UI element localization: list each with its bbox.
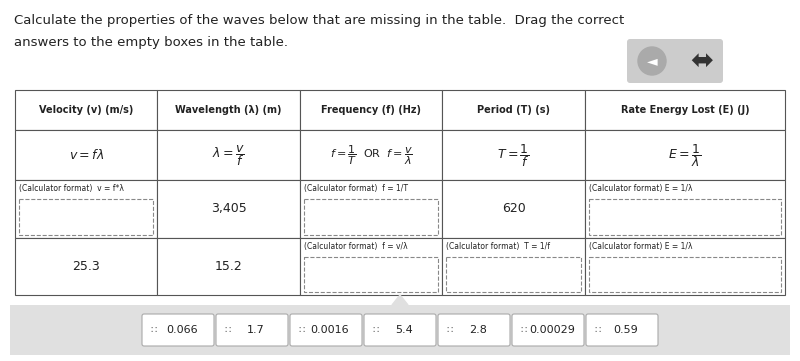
Bar	[589, 257, 781, 292]
Text: (Calculator format)  f = v/λ: (Calculator format) f = v/λ	[304, 242, 407, 251]
Text: Calculate the properties of the waves below that are missing in the table.  Drag: Calculate the properties of the waves be…	[14, 14, 624, 27]
Bar	[585, 238, 785, 295]
Text: ∷: ∷	[298, 325, 304, 335]
Text: 620: 620	[502, 203, 526, 216]
Text: ∷: ∷	[150, 325, 156, 335]
Text: $f = \dfrac{1}{T}$  OR  $f = \dfrac{v}{\lambda}$: $f = \dfrac{1}{T}$ OR $f = \dfrac{v}{\la…	[330, 143, 413, 167]
Bar	[589, 199, 781, 235]
Text: (Calculator format)  f = 1/T: (Calculator format) f = 1/T	[304, 184, 408, 193]
Text: (Calculator format) E = 1/λ: (Calculator format) E = 1/λ	[589, 184, 692, 193]
Text: ∷: ∷	[446, 325, 452, 335]
Circle shape	[638, 47, 666, 75]
Bar	[446, 257, 581, 292]
Bar	[300, 90, 442, 130]
Bar	[158, 90, 300, 130]
Text: 0.59: 0.59	[614, 325, 638, 335]
Text: Rate Energy Lost (E) (J): Rate Energy Lost (E) (J)	[621, 105, 750, 115]
Bar	[158, 130, 300, 180]
Text: Frequency (f) (Hz): Frequency (f) (Hz)	[321, 105, 421, 115]
Text: (Calculator format) E = 1/λ: (Calculator format) E = 1/λ	[589, 242, 692, 251]
Text: (Calculator format)  v = f*λ: (Calculator format) v = f*λ	[19, 184, 124, 193]
Bar	[158, 180, 300, 238]
FancyBboxPatch shape	[438, 314, 510, 346]
Text: Period (T) (s): Period (T) (s)	[477, 105, 550, 115]
Text: 0.066: 0.066	[166, 325, 198, 335]
Text: Wavelength (λ) (m): Wavelength (λ) (m)	[175, 105, 282, 115]
Text: 3,405: 3,405	[210, 203, 246, 216]
Bar	[15, 238, 158, 295]
Text: 1.7: 1.7	[247, 325, 265, 335]
Bar	[300, 180, 442, 238]
Bar	[442, 180, 585, 238]
Text: $E = \dfrac{1}{\lambda}$: $E = \dfrac{1}{\lambda}$	[668, 142, 702, 169]
FancyBboxPatch shape	[512, 314, 584, 346]
Bar	[300, 130, 442, 180]
Text: 2.8: 2.8	[469, 325, 487, 335]
Bar	[442, 130, 585, 180]
Bar	[304, 199, 438, 235]
Bar	[300, 238, 442, 295]
Text: (Calculator format)  T = 1/f: (Calculator format) T = 1/f	[446, 242, 550, 251]
Text: ∷: ∷	[224, 325, 230, 335]
Bar	[304, 257, 438, 292]
Bar	[19, 199, 154, 235]
Text: 25.3: 25.3	[72, 260, 100, 273]
Text: ∷: ∷	[520, 325, 526, 335]
Text: 15.2: 15.2	[214, 260, 242, 273]
Bar	[585, 130, 785, 180]
Bar	[15, 130, 158, 180]
Text: 0.00029: 0.00029	[529, 325, 575, 335]
Bar	[585, 180, 785, 238]
Bar	[10, 305, 790, 355]
Text: ∷: ∷	[594, 325, 600, 335]
Text: answers to the empty boxes in the table.: answers to the empty boxes in the table.	[14, 36, 288, 49]
Bar	[15, 180, 158, 238]
Text: ⬌: ⬌	[690, 47, 714, 75]
Text: 5.4: 5.4	[395, 325, 413, 335]
Text: $v = f\lambda$: $v = f\lambda$	[69, 148, 104, 162]
Bar	[585, 90, 785, 130]
Text: Velocity (v) (m/s): Velocity (v) (m/s)	[39, 105, 134, 115]
Text: $\lambda = \dfrac{v}{f}$: $\lambda = \dfrac{v}{f}$	[212, 143, 245, 168]
Text: ◄: ◄	[646, 54, 658, 68]
FancyBboxPatch shape	[216, 314, 288, 346]
Polygon shape	[392, 295, 408, 305]
FancyBboxPatch shape	[364, 314, 436, 346]
Bar	[15, 90, 158, 130]
FancyBboxPatch shape	[142, 314, 214, 346]
Text: $T = \dfrac{1}{f}$: $T = \dfrac{1}{f}$	[497, 142, 530, 169]
Bar	[158, 238, 300, 295]
FancyBboxPatch shape	[627, 39, 723, 83]
FancyBboxPatch shape	[290, 314, 362, 346]
FancyBboxPatch shape	[586, 314, 658, 346]
Text: 0.0016: 0.0016	[310, 325, 350, 335]
Bar	[442, 90, 585, 130]
Bar	[442, 238, 585, 295]
Text: ∷: ∷	[372, 325, 378, 335]
